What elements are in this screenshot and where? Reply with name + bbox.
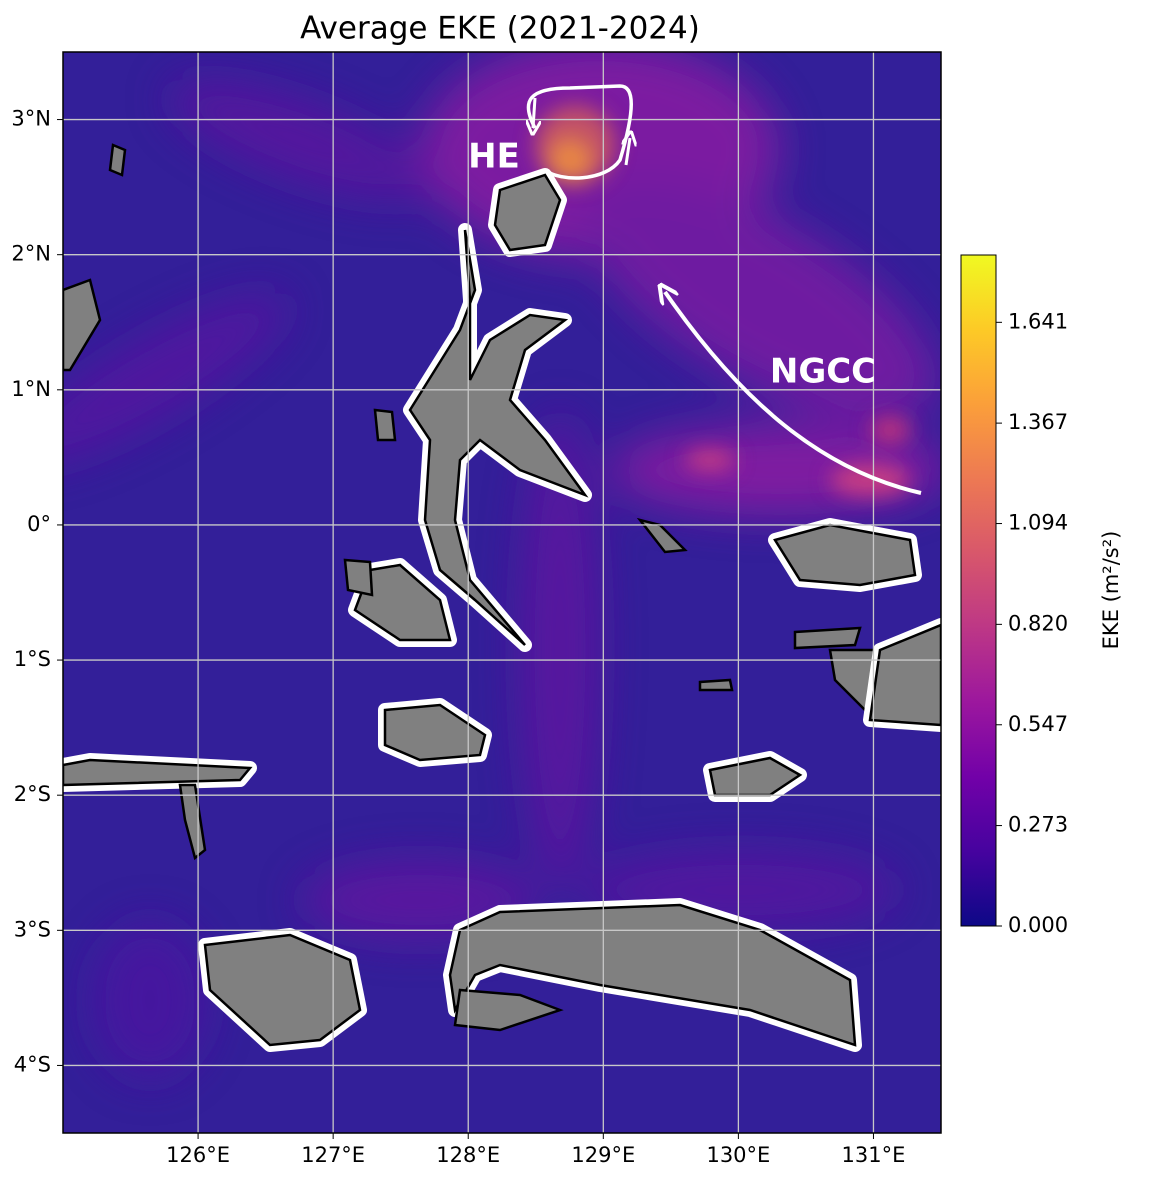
- colorbar-tick-label: 0.820: [1008, 611, 1068, 635]
- x-tick-label: 128°E: [436, 1143, 500, 1167]
- chart-title: Average EKE (2021-2024): [300, 11, 700, 47]
- map-field: [63, 52, 941, 1133]
- eddy-arrowhead: [626, 138, 630, 166]
- annotation: HE: [468, 137, 520, 177]
- x-tick-label: 127°E: [301, 1143, 365, 1167]
- colorbar-tick-label: 0.547: [1008, 712, 1068, 736]
- colorbar-tick-label: 0.000: [1008, 913, 1068, 937]
- colorbar-tick-label: 1.641: [1008, 309, 1068, 333]
- colorbar-tick-label: 1.094: [1008, 511, 1068, 535]
- grid: [63, 52, 941, 1133]
- eddy-arrowhead: [533, 97, 535, 128]
- y-tick-label: 0°: [27, 512, 51, 536]
- y-tick-label: 3°N: [11, 107, 51, 131]
- map-frame: [62, 51, 942, 1134]
- x-tick-label: 126°E: [166, 1143, 230, 1167]
- y-tick-label: 1°S: [14, 647, 51, 671]
- colorbar-tick-label: 0.273: [1008, 813, 1068, 837]
- eddy-arrow: [526, 84, 633, 180]
- x-tick-label: 130°E: [706, 1143, 770, 1167]
- land: [63, 143, 941, 1052]
- y-tick-label: 2°S: [14, 782, 51, 806]
- colorbar: [960, 254, 997, 927]
- colorbar-label: EKE (m²/s²): [1099, 531, 1123, 650]
- colorbar-tick-label: 1.367: [1008, 410, 1068, 434]
- ngcc-arrow: [665, 292, 922, 495]
- y-tick-label: 4°S: [14, 1052, 51, 1076]
- y-tick-label: 1°N: [11, 377, 51, 401]
- annotation: NGCC: [770, 352, 876, 392]
- x-tick-label: 129°E: [571, 1143, 635, 1167]
- y-tick-label: 2°N: [11, 242, 51, 266]
- x-tick-label: 131°E: [842, 1143, 906, 1167]
- y-tick-label: 3°S: [14, 917, 51, 941]
